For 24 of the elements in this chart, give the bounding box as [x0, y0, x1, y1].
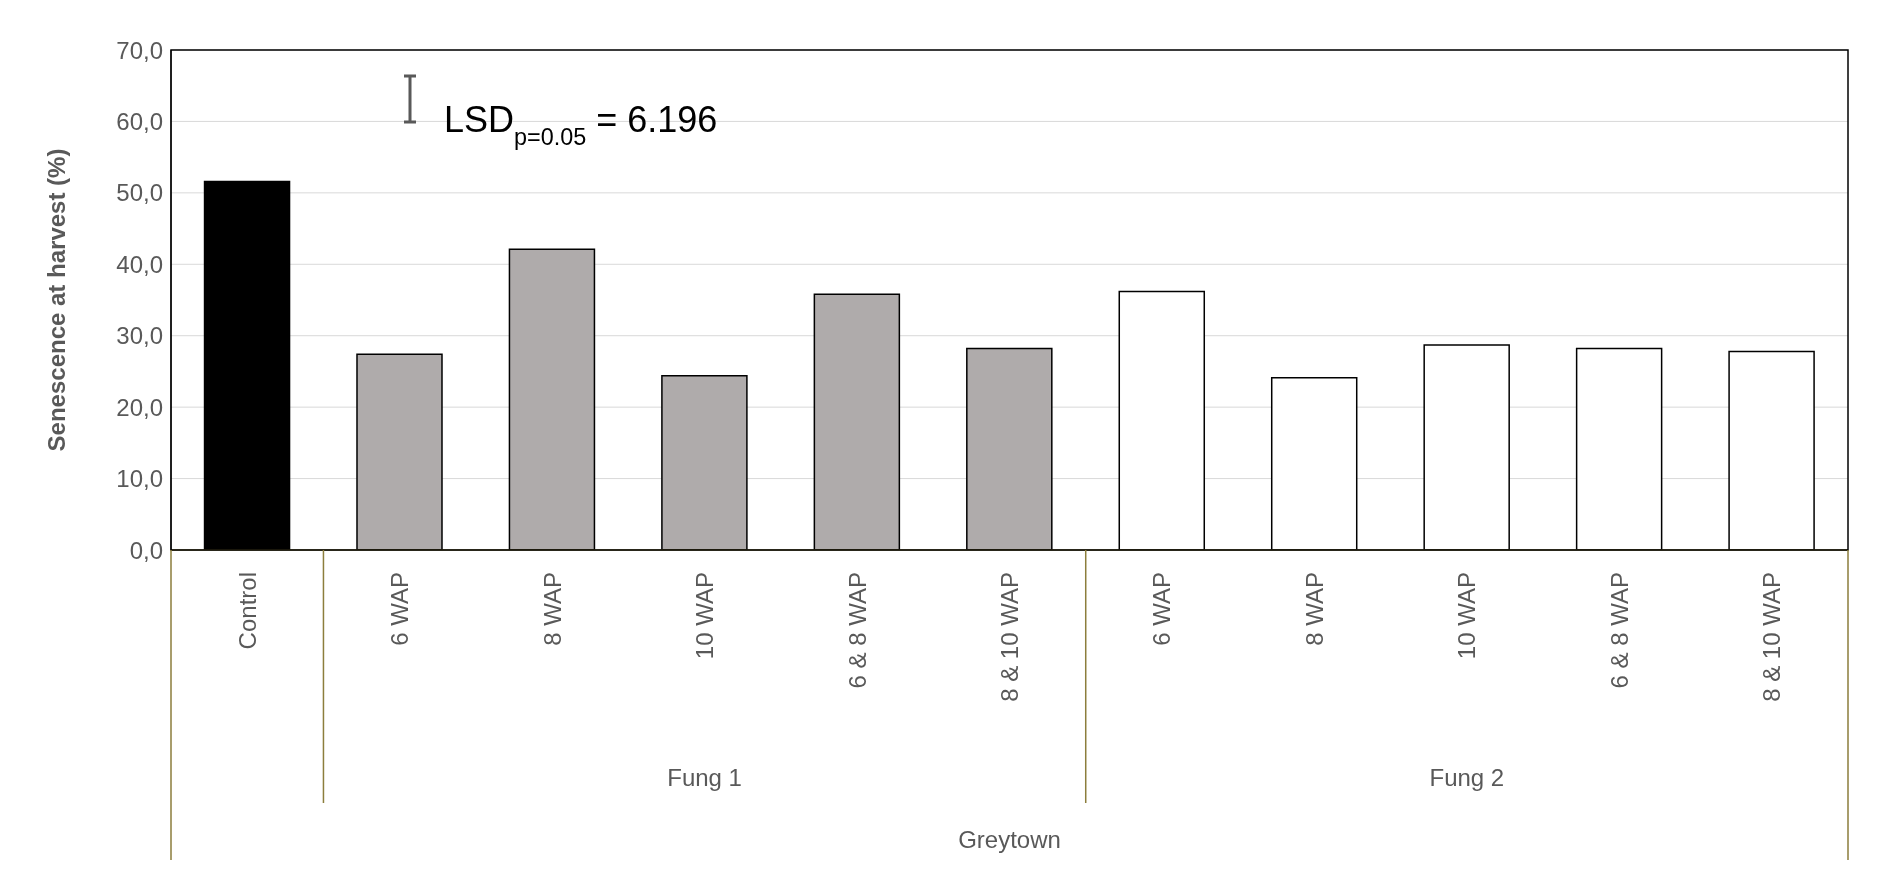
y-tick-label: 70,0 [116, 36, 163, 64]
y-tick-label: 60,0 [116, 107, 163, 135]
y-tick-label: 0,0 [129, 536, 163, 564]
x-tick-label: 10 WAP [691, 572, 719, 660]
x-tick-label: 10 WAP [1453, 572, 1481, 660]
x-tick-label: 8 WAP [538, 572, 566, 646]
x-tick-label: 6 & 8 WAP [843, 572, 871, 689]
annotation: LSD$_{p=0.05}$ = 6.196 [444, 99, 718, 150]
x-tick-label: 8 & 10 WAP [1758, 572, 1786, 702]
text: Fung 1 [667, 764, 742, 791]
y-tick-label: 20,0 [116, 393, 163, 421]
x-tick-label: 6 & 8 WAP [1605, 572, 1633, 689]
x-tick-label: 8 WAP [1300, 572, 1328, 646]
x-tick-label: 6 WAP [1148, 572, 1176, 646]
x-tick-label: 8 & 10 WAP [996, 572, 1023, 702]
y-tick-label: 40,0 [116, 250, 163, 278]
text: Greytown [958, 826, 1061, 853]
y-axis-title: Senescence at harvest (%) [42, 148, 70, 452]
y-tick-label: 50,0 [116, 179, 163, 207]
x-tick-label: Control [233, 572, 261, 650]
y-tick-label: 30,0 [116, 322, 163, 350]
y-tick-label: 10,0 [116, 465, 163, 493]
text: Fung 2 [1429, 764, 1505, 791]
x-tick-label: 6 WAP [386, 572, 414, 646]
